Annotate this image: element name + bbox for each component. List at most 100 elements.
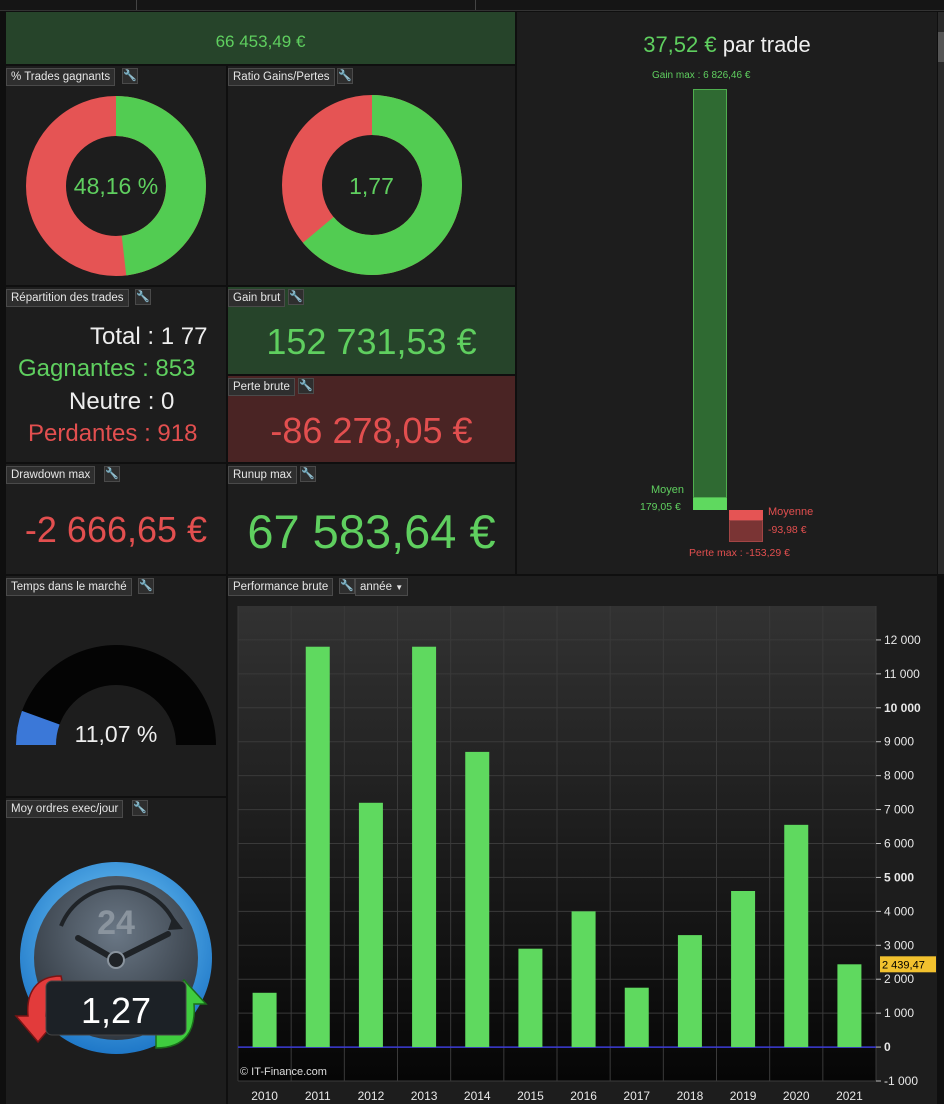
gauge-fill bbox=[16, 710, 60, 745]
wrench-icon[interactable]: 🔧 bbox=[122, 68, 138, 84]
donut-win-arc bbox=[26, 96, 206, 276]
bar bbox=[518, 948, 543, 1048]
wrench-icon[interactable]: 🔧 bbox=[135, 289, 151, 305]
performance-chart: -1 000 0 1 000 2 000 3 000 4 000 5 000 6 000 7 0… bbox=[237, 606, 936, 1103]
top-strip bbox=[0, 0, 944, 11]
panel-title: Performance brute bbox=[228, 578, 334, 596]
wrench-icon[interactable]: 🔧 bbox=[138, 578, 154, 594]
bar bbox=[252, 992, 277, 1048]
gain-moyen-suffix: par trade bbox=[716, 32, 811, 57]
clock-center bbox=[107, 951, 125, 969]
time-gauge bbox=[16, 645, 216, 745]
y-tick-label: 3 000 bbox=[884, 938, 914, 952]
x-tick-label: 2020 bbox=[783, 1089, 810, 1103]
current-value-marker bbox=[880, 956, 936, 973]
x-tick-label: 2019 bbox=[730, 1089, 757, 1103]
panel-title: Drawdown max bbox=[6, 466, 96, 484]
total-trades: Total : 1 77 bbox=[90, 323, 208, 350]
performance-panel: Performance brute 🔧 année ▼ -1 000 0 1 000… bbox=[228, 576, 937, 1104]
clock-arc-arrow bbox=[168, 916, 183, 930]
moyenne-label: Moyenne bbox=[768, 506, 814, 518]
trades-gagnants-donut bbox=[26, 96, 206, 276]
bar bbox=[571, 911, 596, 1048]
gain-moyen-panel: 37,52 € par trade Gain max : 6 826,46 € … bbox=[517, 12, 937, 574]
wrench-icon[interactable]: 🔧 bbox=[288, 289, 304, 305]
avg-loss-bar bbox=[729, 510, 763, 520]
y-tick-label: -1 000 bbox=[884, 1074, 918, 1088]
wrench-icon[interactable]: 🔧 bbox=[339, 578, 355, 594]
ratio-value: 1,77 bbox=[349, 173, 394, 199]
moyenne-value: -93,98 € bbox=[768, 524, 807, 536]
wrench-icon[interactable]: 🔧 bbox=[104, 466, 120, 482]
repartition-panel: Répartition des trades 🔧 Total : 1 77 Ga… bbox=[6, 287, 226, 462]
bar bbox=[837, 964, 862, 1048]
ratio-panel: Ratio Gains/Pertes 🔧 1,77 bbox=[228, 66, 515, 285]
temps-panel: Temps dans le marché 🔧 11,07 % bbox=[6, 576, 226, 796]
y-tick-label: 0 bbox=[884, 1040, 891, 1054]
scrollbar[interactable] bbox=[938, 12, 944, 574]
clock-icon: 24 1,27 bbox=[14, 862, 212, 1054]
x-tick-label: 2012 bbox=[358, 1089, 385, 1103]
moyen-value: 179,05 € bbox=[640, 501, 681, 513]
y-tick-label: 12 000 bbox=[884, 633, 921, 647]
x-tick-label: 2015 bbox=[517, 1089, 544, 1103]
gain-value: 66 453,49 € bbox=[215, 32, 306, 51]
panel-title: Runup max bbox=[228, 466, 297, 484]
trades-gagnants-panel: % Trades gagnants 🔧 48,16 % bbox=[6, 66, 226, 285]
x-tick-label: 2011 bbox=[305, 1089, 331, 1103]
gauge-track bbox=[16, 645, 216, 745]
x-tick-label: 2016 bbox=[570, 1089, 597, 1103]
bar bbox=[465, 751, 490, 1048]
y-tick-label: 4 000 bbox=[884, 904, 914, 918]
gain-panel: 66 453,49 € bbox=[6, 12, 515, 64]
clock-number: 24 bbox=[97, 904, 135, 942]
panel-title: Ratio Gains/Pertes bbox=[228, 68, 335, 86]
wrench-icon[interactable]: 🔧 bbox=[132, 800, 148, 816]
gain-max-label: Gain max : 6 826,46 € bbox=[652, 70, 751, 81]
runup-panel: Runup max 🔧 67 583,64 € bbox=[228, 464, 515, 574]
y-tick-label: 5 000 bbox=[884, 870, 914, 884]
copyright: © IT-Finance.com bbox=[240, 1066, 327, 1078]
bar bbox=[784, 824, 809, 1048]
bar bbox=[305, 646, 330, 1048]
moy-ordres-value: 1,27 bbox=[81, 990, 151, 1031]
x-tick-label: 2021 bbox=[836, 1089, 863, 1103]
panel-title: Perte brute bbox=[228, 378, 295, 396]
losing-trades: Perdantes : 918 bbox=[28, 420, 198, 447]
top-tab-divider bbox=[136, 0, 137, 10]
y-tick-label: 2 000 bbox=[884, 972, 914, 986]
wrench-icon[interactable]: 🔧 bbox=[337, 68, 353, 84]
gain-moyen-line: 37,52 € par trade bbox=[517, 32, 937, 58]
gain-moyen-value: 37,52 € bbox=[643, 32, 717, 57]
y-tick-label: 11 000 bbox=[884, 667, 920, 681]
y-tick-label: 9 000 bbox=[884, 735, 914, 749]
bar bbox=[677, 935, 702, 1048]
period-dropdown[interactable]: année ▼ bbox=[355, 578, 409, 596]
bar bbox=[731, 891, 756, 1048]
scrollbar-thumb[interactable] bbox=[938, 32, 944, 62]
y-tick-label: 8 000 bbox=[884, 769, 914, 783]
drawdown-value: -2 666,65 € bbox=[24, 509, 208, 550]
chevron-down-icon: ▼ bbox=[395, 583, 404, 592]
top-tab-divider bbox=[475, 0, 476, 10]
y-tick-label: 7 000 bbox=[884, 803, 914, 817]
perte-max-label: Perte max : -153,29 € bbox=[689, 547, 790, 559]
panel-title: Gain brut bbox=[228, 289, 286, 307]
bar bbox=[412, 646, 437, 1048]
panel-title: Répartition des trades bbox=[6, 289, 129, 307]
current-value-label: 2 439,47 bbox=[882, 959, 925, 971]
x-tick-label: 2017 bbox=[623, 1089, 650, 1103]
gain-brut-value: 152 731,53 € bbox=[266, 321, 477, 362]
y-tick-label: 10 000 bbox=[884, 701, 921, 715]
moy-ordres-panel: Moy ordres exec/jour 🔧 24 1,27 bbox=[6, 798, 226, 1104]
x-tick-label: 2013 bbox=[411, 1089, 438, 1103]
x-tick-label: 2014 bbox=[464, 1089, 491, 1103]
perte-brute-value: -86 278,05 € bbox=[270, 410, 473, 451]
x-tick-label: 2010 bbox=[251, 1089, 278, 1103]
wrench-icon[interactable]: 🔧 bbox=[298, 378, 314, 394]
panel-title: Temps dans le marché bbox=[6, 578, 132, 596]
wrench-icon[interactable]: 🔧 bbox=[300, 466, 316, 482]
clock-arc bbox=[59, 885, 178, 927]
moyen-label: Moyen bbox=[651, 484, 685, 496]
ratio-donut bbox=[282, 95, 462, 275]
